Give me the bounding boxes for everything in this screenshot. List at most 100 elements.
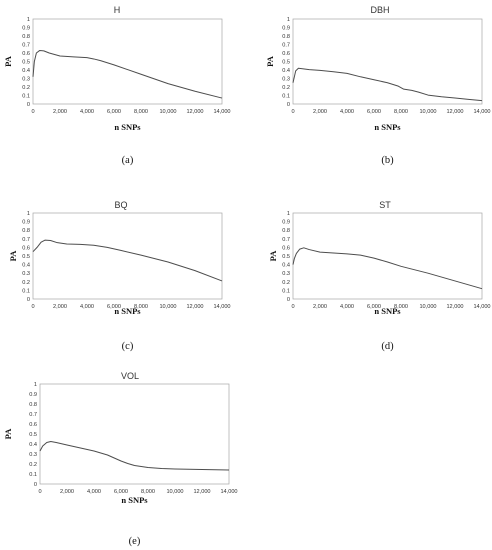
y-tick-label: 0.1 — [22, 288, 30, 294]
y-tick-label: 0.4 — [29, 442, 37, 448]
y-tick-label: 0.1 — [22, 94, 30, 100]
y-tick-label: 0.7 — [282, 43, 290, 49]
y-axis-label: PA — [3, 428, 13, 440]
chart-panel-1: H 0 0.1 0.2 0.3 0.4 0.5 0.6 0.7 0.8 0.9 1 0 2,000 4,00… — [3, 5, 231, 166]
series-line — [39, 441, 230, 471]
y-tick-label: 0.5 — [282, 254, 290, 260]
x-tick-label: 14,000 — [473, 109, 490, 115]
x-tick-label: 2,000 — [313, 304, 327, 310]
y-tick-label: 0.8 — [282, 228, 290, 234]
x-tick-label: 14,000 — [220, 489, 237, 495]
x-tick-label: 2,000 — [53, 109, 67, 115]
x-tick-label: 12,000 — [186, 109, 203, 115]
chart-title: DBH — [370, 5, 389, 15]
y-tick-label: 0.5 — [22, 254, 30, 260]
chart-panel-3: BQ 0 0.1 0.2 0.3 0.4 0.5 0.6 0.7 0.8 0.9 1 0 2,000 4,0… — [8, 200, 231, 352]
x-axis-label: n SNPs — [374, 306, 401, 316]
y-tick-label: 0.4 — [22, 263, 30, 269]
x-tick-label: 4,000 — [87, 489, 101, 495]
y-tick-label: 0.2 — [22, 85, 30, 91]
x-tick-label: 2,000 — [60, 489, 74, 495]
y-tick-label: 0.7 — [22, 237, 30, 243]
y-tick-label: 0.2 — [282, 280, 290, 286]
y-axis-label: PA — [3, 55, 13, 67]
y-tick-label: 0.8 — [22, 34, 30, 40]
x-axis-label: n SNPs — [121, 495, 148, 505]
y-tick-label: 0.8 — [282, 34, 290, 40]
series-line — [292, 67, 483, 102]
chart-panel-2: DBH 0 0.1 0.2 0.3 0.4 0.5 0.6 0.7 0.8 0.9 1 0 2,000 4,… — [265, 5, 491, 166]
y-tick-label: 0.5 — [29, 432, 37, 438]
chart-title: ST — [379, 200, 391, 210]
y-tick-label: 0.7 — [29, 412, 37, 418]
x-tick-label: 2,000 — [313, 109, 327, 115]
plot-frame — [32, 212, 223, 300]
x-tick-label: 8,000 — [394, 109, 408, 115]
plot-frame — [292, 18, 483, 105]
x-tick-label: 0 — [38, 489, 41, 495]
y-axis-label: PA — [265, 55, 275, 67]
x-tick-label: 8,000 — [141, 489, 155, 495]
panel-caption: (e) — [129, 536, 141, 547]
y-tick-label: 0.7 — [282, 237, 290, 243]
y-tick-label: 0.4 — [282, 68, 290, 74]
y-tick-label: 0.1 — [282, 288, 290, 294]
x-tick-label: 12,000 — [186, 304, 203, 310]
x-tick-label: 14,000 — [213, 304, 230, 310]
y-tick-label: 1 — [287, 211, 290, 217]
chart-panel-5: VOL 0 0.1 0.2 0.3 0.4 0.5 0.6 0.7 0.8 0.9 1 0 2,000 4,… — [3, 371, 238, 547]
x-tick-label: 14,000 — [473, 304, 490, 310]
x-tick-label: 8,000 — [394, 304, 408, 310]
y-tick-label: 0.9 — [22, 26, 30, 32]
x-tick-label: 0 — [31, 304, 34, 310]
y-tick-label: 0.9 — [29, 392, 37, 398]
x-tick-label: 0 — [31, 109, 34, 115]
y-tick-label: 0.3 — [22, 77, 30, 83]
x-tick-label: 10,000 — [419, 109, 436, 115]
chart-title: VOL — [121, 371, 139, 381]
y-axis-label: PA — [268, 250, 278, 262]
y-tick-label: 0 — [27, 102, 30, 108]
y-tick-label: 0.6 — [29, 422, 37, 428]
y-tick-label: 0 — [34, 482, 37, 488]
y-tick-label: 1 — [27, 211, 30, 217]
panel-caption: (b) — [381, 155, 394, 166]
plot-frame — [292, 212, 483, 300]
y-tick-label: 0.2 — [22, 280, 30, 286]
chart-title: H — [114, 5, 121, 15]
series-line — [292, 247, 483, 290]
plot-frame — [39, 383, 230, 485]
y-tick-label: 1 — [287, 17, 290, 23]
y-tick-label: 0.6 — [22, 245, 30, 251]
y-tick-label: 0 — [287, 297, 290, 303]
y-tick-label: 1 — [27, 17, 30, 23]
x-tick-label: 6,000 — [107, 109, 121, 115]
y-tick-label: 0.6 — [282, 245, 290, 251]
y-tick-label: 0.9 — [22, 220, 30, 226]
x-tick-label: 6,000 — [367, 109, 381, 115]
panel-caption: (d) — [381, 341, 394, 352]
x-tick-label: 6,000 — [114, 489, 128, 495]
y-tick-label: 0.4 — [22, 68, 30, 74]
x-tick-label: 4,000 — [80, 304, 94, 310]
y-tick-label: 0.3 — [22, 271, 30, 277]
y-tick-label: 0.6 — [282, 51, 290, 57]
y-tick-label: 0.8 — [29, 402, 37, 408]
x-tick-label: 0 — [291, 109, 294, 115]
y-tick-label: 0.5 — [282, 60, 290, 66]
x-tick-label: 10,000 — [419, 304, 436, 310]
y-tick-label: 0.2 — [29, 462, 37, 468]
chart-title: BQ — [114, 200, 127, 210]
y-tick-label: 0.1 — [282, 94, 290, 100]
panel-caption: (c) — [122, 341, 134, 352]
x-tick-label: 6,000 — [367, 304, 381, 310]
x-tick-label: 10,000 — [159, 304, 176, 310]
y-tick-label: 0.9 — [282, 26, 290, 32]
plot-frame — [32, 18, 223, 105]
y-tick-label: 0.6 — [22, 51, 30, 57]
x-tick-label: 10,000 — [159, 109, 176, 115]
x-tick-label: 4,000 — [340, 304, 354, 310]
y-axis-label: PA — [8, 250, 18, 262]
y-tick-label: 0.4 — [282, 263, 290, 269]
